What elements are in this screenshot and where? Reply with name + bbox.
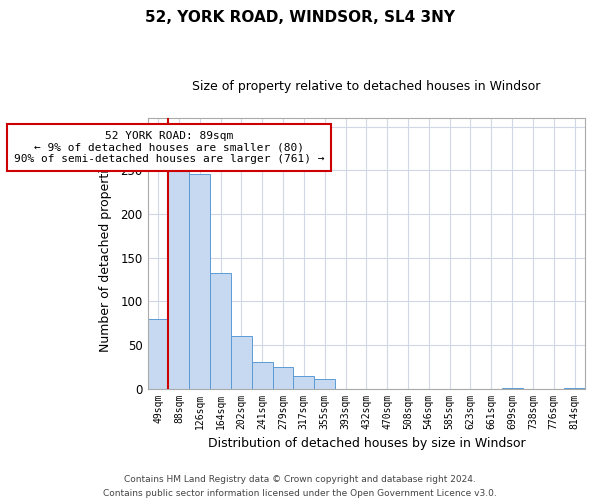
Y-axis label: Number of detached properties: Number of detached properties (99, 154, 112, 352)
Text: 52, YORK ROAD, WINDSOR, SL4 3NY: 52, YORK ROAD, WINDSOR, SL4 3NY (145, 10, 455, 25)
Bar (210, 274, 231, 388)
Bar (314, 379, 335, 388)
X-axis label: Distribution of detached houses by size in Windsor: Distribution of detached houses by size … (208, 437, 525, 450)
Bar (272, 366, 293, 388)
Bar (169, 168, 190, 388)
Bar (148, 318, 169, 388)
Title: Size of property relative to detached houses in Windsor: Size of property relative to detached ho… (192, 80, 541, 93)
Text: 52 YORK ROAD: 89sqm
← 9% of detached houses are smaller (80)
90% of semi-detache: 52 YORK ROAD: 89sqm ← 9% of detached hou… (14, 131, 324, 164)
Text: Contains HM Land Registry data © Crown copyright and database right 2024.
Contai: Contains HM Land Registry data © Crown c… (103, 476, 497, 498)
Bar (293, 376, 314, 388)
Bar (252, 362, 272, 388)
Bar (190, 174, 210, 388)
Bar (231, 336, 252, 388)
